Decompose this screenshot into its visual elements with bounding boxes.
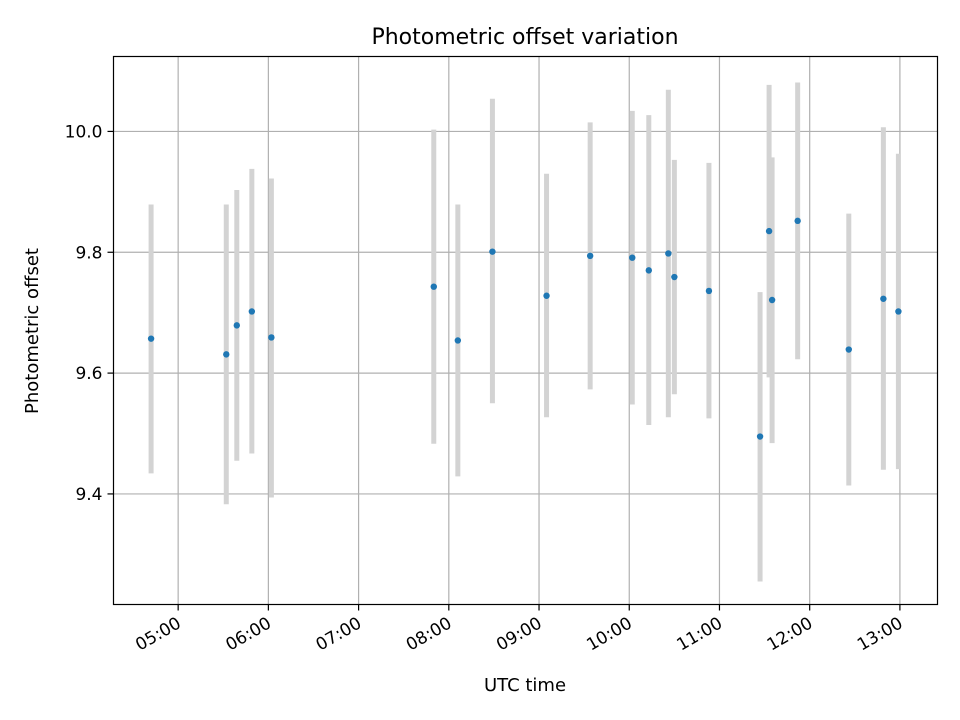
data-point <box>768 296 776 304</box>
y-axis-label: Photometric offset <box>22 248 43 414</box>
y-tick-label: 9.4 <box>75 485 102 505</box>
data-point <box>454 337 462 344</box>
data-point <box>223 351 230 358</box>
data-point <box>895 308 902 315</box>
data-point <box>671 273 678 281</box>
data-point <box>233 322 240 329</box>
data-points <box>147 217 902 440</box>
y-tick-label: 9.6 <box>75 364 102 384</box>
data-point <box>430 283 437 290</box>
data-point <box>880 295 887 302</box>
data-point <box>147 335 155 342</box>
data-point <box>586 252 594 260</box>
data-point <box>665 250 672 257</box>
data-point <box>268 334 275 341</box>
data-point <box>845 346 852 353</box>
data-point <box>248 308 256 315</box>
data-point <box>543 292 550 299</box>
data-point <box>705 287 713 295</box>
y-tick-label: 9.8 <box>75 243 102 263</box>
x-axis-label: UTC time <box>484 675 566 696</box>
data-point <box>794 217 801 225</box>
plot-frame <box>112 55 939 606</box>
y-axis-ticks: 9.4 9.6 9.8 10.0 <box>65 122 114 505</box>
y-tick-label: 10.0 <box>65 122 103 142</box>
chart-title: Photometric offset variation <box>371 25 678 50</box>
data-point <box>756 433 764 440</box>
data-point <box>629 254 636 261</box>
data-point <box>645 267 652 274</box>
data-point <box>489 248 496 255</box>
data-point <box>765 227 773 235</box>
